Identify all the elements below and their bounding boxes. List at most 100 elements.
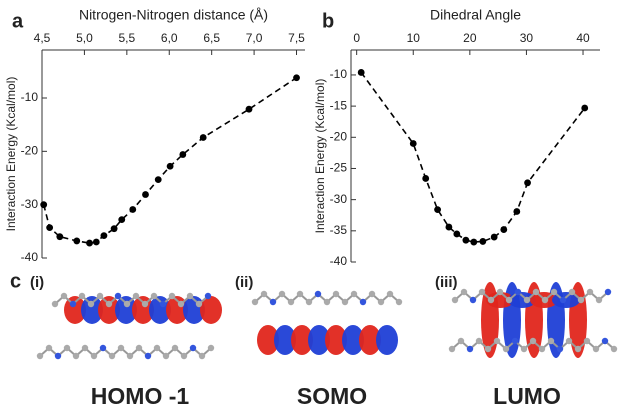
atom bbox=[584, 338, 590, 344]
data-point bbox=[500, 226, 507, 233]
data-point bbox=[101, 232, 108, 239]
data-point bbox=[246, 106, 253, 113]
atom bbox=[449, 346, 455, 352]
atom bbox=[396, 299, 402, 305]
x-axis-title: Dihedral Angle bbox=[430, 7, 521, 23]
orbital-tag: (ii) bbox=[235, 274, 253, 291]
panel-label: c bbox=[10, 270, 21, 292]
x-tick-label: 5,0 bbox=[76, 31, 93, 45]
atom bbox=[151, 293, 157, 299]
data-point bbox=[40, 201, 47, 208]
orbital-tag: (iii) bbox=[435, 274, 458, 291]
atom bbox=[55, 353, 61, 359]
data-point bbox=[56, 233, 63, 240]
atom bbox=[557, 346, 563, 352]
atom bbox=[497, 289, 503, 295]
orbital-name: HOMO -1 bbox=[91, 383, 190, 409]
panel-label: a bbox=[12, 10, 24, 32]
data-point bbox=[86, 240, 93, 247]
atom bbox=[270, 299, 276, 305]
atom bbox=[109, 353, 115, 359]
data-point bbox=[129, 206, 136, 213]
atom bbox=[169, 293, 175, 299]
data-point bbox=[470, 239, 477, 246]
atom bbox=[97, 293, 103, 299]
data-point bbox=[422, 175, 429, 182]
y-tick-label: -15 bbox=[330, 98, 348, 112]
data-line bbox=[361, 72, 585, 242]
y-tick-label: -40 bbox=[330, 254, 348, 268]
data-point bbox=[167, 163, 174, 170]
atom bbox=[142, 301, 148, 307]
atom bbox=[452, 297, 458, 303]
data-point bbox=[46, 224, 53, 231]
x-tick-label: 20 bbox=[463, 31, 477, 45]
atom bbox=[279, 291, 285, 297]
x-tick-label: 7,5 bbox=[288, 31, 305, 45]
atom bbox=[127, 353, 133, 359]
atom bbox=[208, 345, 214, 351]
x-tick-label: 6,5 bbox=[203, 31, 220, 45]
atom bbox=[297, 291, 303, 297]
atom bbox=[602, 338, 608, 344]
atom bbox=[288, 299, 294, 305]
y-tick-label: -30 bbox=[330, 192, 348, 206]
atom bbox=[530, 338, 536, 344]
atom bbox=[136, 345, 142, 351]
atom bbox=[178, 301, 184, 307]
atom bbox=[187, 293, 193, 299]
atom bbox=[494, 338, 500, 344]
atom bbox=[91, 353, 97, 359]
y-tick-label: -20 bbox=[330, 129, 348, 143]
orbital-name: LUMO bbox=[493, 383, 561, 409]
orbital-tag: (i) bbox=[30, 274, 44, 291]
y-tick-label: -20 bbox=[21, 144, 39, 158]
atom bbox=[387, 291, 393, 297]
atom bbox=[596, 297, 602, 303]
data-point bbox=[491, 234, 498, 241]
y-tick-label: -10 bbox=[330, 67, 348, 81]
atom bbox=[342, 299, 348, 305]
data-point bbox=[358, 69, 365, 76]
atom bbox=[476, 338, 482, 344]
atom bbox=[124, 301, 130, 307]
panel-label: b bbox=[322, 10, 334, 32]
data-point bbox=[155, 176, 162, 183]
y-tick-label: -30 bbox=[21, 197, 39, 211]
x-tick-label: 30 bbox=[520, 31, 534, 45]
data-point bbox=[179, 151, 186, 158]
data-point bbox=[111, 225, 118, 232]
atom bbox=[524, 297, 530, 303]
data-point bbox=[513, 208, 520, 215]
atom bbox=[196, 301, 202, 307]
data-point bbox=[434, 206, 441, 213]
data-point bbox=[73, 238, 80, 245]
atom bbox=[485, 346, 491, 352]
atom bbox=[569, 289, 575, 295]
atom bbox=[533, 289, 539, 295]
atom bbox=[515, 289, 521, 295]
atom bbox=[548, 338, 554, 344]
atom bbox=[369, 291, 375, 297]
data-point bbox=[410, 140, 417, 147]
x-tick-label: 4,5 bbox=[34, 31, 51, 45]
figure: a b c (i) (ii) (iii) HOMO -1 SOMO LUMO N… bbox=[0, 0, 627, 414]
atom bbox=[118, 345, 124, 351]
atom bbox=[360, 299, 366, 305]
data-line bbox=[44, 78, 297, 243]
atom bbox=[560, 297, 566, 303]
orbital-name: SOMO bbox=[297, 383, 367, 409]
atom bbox=[333, 291, 339, 297]
x-tick-label: 5,5 bbox=[118, 31, 135, 45]
atom bbox=[64, 345, 70, 351]
atom bbox=[315, 291, 321, 297]
atom bbox=[252, 299, 258, 305]
atom bbox=[503, 346, 509, 352]
atom bbox=[593, 346, 599, 352]
atom bbox=[306, 299, 312, 305]
atom bbox=[181, 353, 187, 359]
data-point bbox=[453, 231, 460, 238]
atom bbox=[521, 346, 527, 352]
x-tick-label: 10 bbox=[407, 31, 421, 45]
atom bbox=[172, 345, 178, 351]
